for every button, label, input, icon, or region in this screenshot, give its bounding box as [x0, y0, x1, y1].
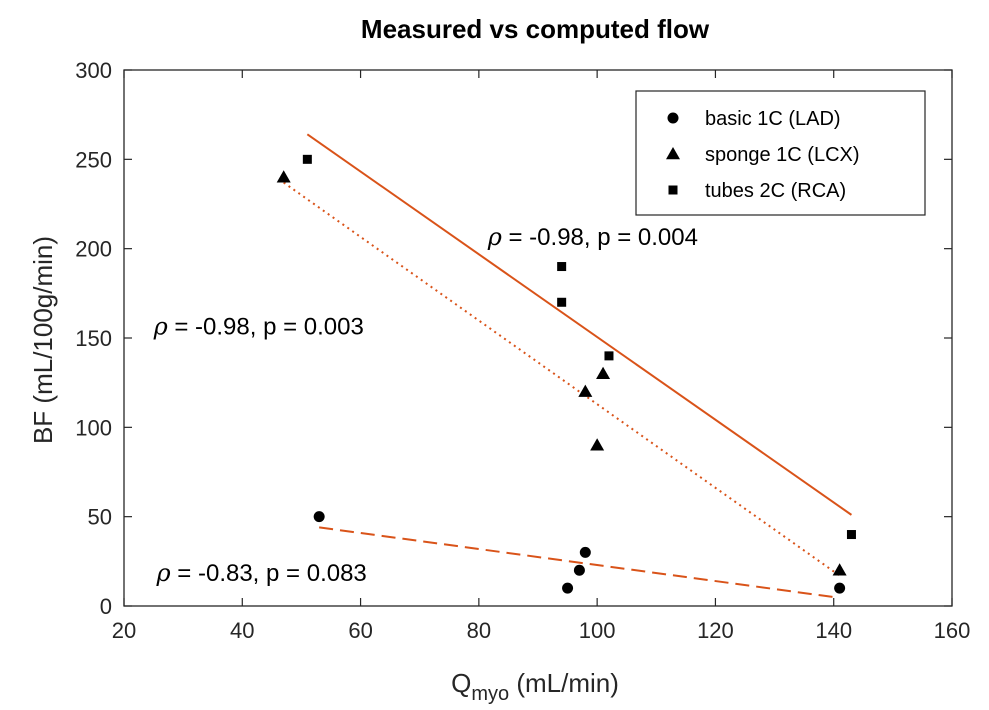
legend: basic 1C (LAD) sponge 1C (LCX) tubes 2C (R…: [635, 90, 926, 216]
chart-title: Measured vs computed flow: [361, 14, 710, 44]
data-point-circle: [313, 511, 325, 523]
data-point-triangle: [276, 170, 291, 183]
x-tick-label: 120: [697, 618, 734, 643]
data-point-triangle: [578, 384, 593, 397]
data-point-square: [557, 262, 567, 272]
correlation-annotation-triangle: ρ = -0.98, p = 0.003: [153, 312, 364, 340]
correlation-annotation-circle: ρ = -0.83, p = 0.083: [156, 559, 367, 587]
y-tick-label: 50: [88, 505, 112, 530]
y-tick-label: 100: [75, 415, 112, 440]
correlation-stats: = -0.98, p = 0.004: [502, 224, 698, 251]
data-point-circle: [573, 564, 585, 576]
legend-label-square: tubes 2C (RCA): [705, 180, 846, 202]
legend-marker-circle: [667, 112, 679, 124]
x-axis-label-main: Q: [451, 668, 471, 698]
y-tick-label: 250: [75, 147, 112, 172]
legend-label-triangle: sponge 1C (LCX): [705, 144, 860, 166]
y-tick-label: 300: [75, 58, 112, 83]
data-point-square: [557, 297, 567, 307]
data-point-triangle: [590, 438, 605, 451]
legend-label-circle: basic 1C (LAD): [705, 108, 841, 130]
x-axis-label: Qmyo (mL/min): [451, 668, 619, 705]
data-point-circle: [579, 546, 591, 558]
legend-marker-triangle: [666, 147, 680, 160]
legend-marker-square: [668, 185, 678, 195]
fit-line-square: [306, 133, 853, 516]
data-point-circle: [562, 582, 574, 594]
fit-line-circle: [319, 526, 834, 599]
data-point-triangle: [596, 366, 611, 379]
y-tick-label: 150: [75, 326, 112, 351]
legend-box: [635, 90, 926, 216]
y-tick-label: 200: [75, 237, 112, 262]
correlation-stats: = -0.83, p = 0.083: [171, 560, 367, 587]
x-tick-label: 80: [467, 618, 491, 643]
data-point-triangle: [832, 563, 847, 576]
y-axis-label: BF (mL/100g/min): [28, 236, 58, 444]
x-tick-label: 40: [230, 618, 254, 643]
data-markers: [276, 154, 856, 594]
correlation-annotation-square: ρ = -0.98, p = 0.004: [487, 223, 698, 251]
correlation-stats: = -0.98, p = 0.003: [168, 313, 364, 340]
x-tick-label: 140: [815, 618, 852, 643]
rho-symbol: ρ: [153, 312, 168, 340]
rho-symbol: ρ: [156, 559, 171, 587]
fit-lines: [283, 133, 853, 599]
x-axis-label-sub: myo: [471, 683, 509, 705]
x-tick-label: 160: [934, 618, 971, 643]
y-tick-label: 0: [100, 594, 112, 619]
x-tick-label: 20: [112, 618, 136, 643]
x-axis-label-unit: (mL/min): [509, 668, 619, 698]
data-point-circle: [834, 582, 846, 594]
x-tick-label: 100: [579, 618, 616, 643]
data-point-square: [846, 530, 856, 540]
rho-symbol: ρ: [487, 223, 502, 251]
data-point-square: [302, 154, 312, 164]
x-tick-label: 60: [348, 618, 372, 643]
axes: 20 40 60 80 100 120 140 160 0 50 100 150 200 250 300: [75, 58, 970, 643]
data-point-square: [604, 351, 614, 361]
